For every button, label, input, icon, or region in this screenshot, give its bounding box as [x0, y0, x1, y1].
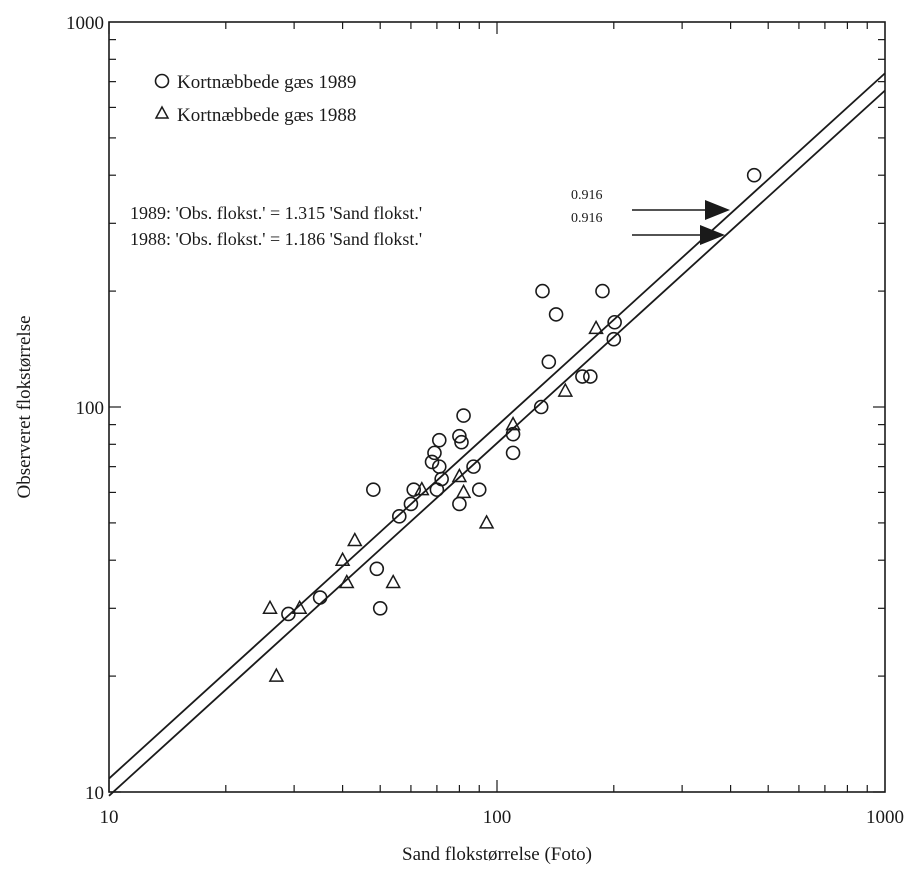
data-point-triangle: [455, 483, 472, 499]
data-point-circle: [548, 307, 564, 322]
data-point-circle: [434, 471, 449, 487]
data-point-circle: [366, 482, 381, 497]
data-point-triangle: [334, 551, 351, 566]
data-point-circle: [575, 369, 590, 384]
x-axis-label: Sand flokstørrelse (Foto): [402, 844, 592, 865]
data-point-circle: [746, 167, 762, 183]
data-point-triangle: [291, 599, 308, 615]
data-point-circle: [595, 283, 610, 299]
arrow-to-1989-line: [632, 200, 730, 220]
legend-circle-marker: [154, 73, 170, 89]
data-point-circle: [583, 369, 598, 384]
data-point-circle: [471, 482, 487, 497]
fit-line-1: [108, 89, 886, 797]
data-point-circle: [452, 428, 467, 444]
data-point-circle: [403, 496, 419, 512]
y-tick-label: 1000: [66, 13, 104, 34]
fit-equation-1988: 1988: 'Obs. flokst.' = 1.186 'Sand floks…: [130, 211, 603, 249]
data-point-circle: [427, 445, 442, 461]
data-point-triangle: [451, 467, 468, 483]
arrow-to-1988-line: [632, 225, 725, 245]
x-tick-label: 10: [100, 807, 119, 828]
data-point-circle: [606, 331, 622, 347]
data-point-circle: [312, 590, 328, 605]
data-point-triangle: [478, 514, 495, 529]
data-point-triangle: [268, 667, 285, 682]
data-point-circle: [452, 496, 467, 512]
data-point-circle: [454, 434, 469, 450]
fit-line-0: [108, 72, 886, 780]
data-point-circle: [456, 408, 471, 423]
data-point-circle: [505, 426, 521, 442]
fit-equation-1989: 1989: 'Obs. flokst.' = 1.315 'Sand floks…: [130, 188, 603, 223]
x-tick-label: 1000: [866, 807, 904, 828]
data-point-circle: [535, 283, 550, 299]
data-point-circle: [406, 482, 422, 497]
data-point-circle: [431, 432, 447, 448]
data-point-circle: [607, 314, 622, 330]
data-point-circle: [391, 509, 407, 524]
data-point-triangle: [557, 382, 574, 397]
x-tick-label: 100: [483, 807, 512, 828]
data-point-circle: [541, 354, 557, 370]
plot-frame: [108, 21, 886, 793]
data-point-circle: [505, 445, 521, 461]
data-points: [262, 167, 762, 682]
data-point-circle: [369, 561, 385, 577]
legend-label-1989: Kortnæbbede gæs 1989: [177, 72, 356, 93]
data-point-triangle: [347, 531, 363, 547]
legend-triangle-marker: [154, 105, 170, 119]
data-point-triangle: [414, 481, 430, 496]
data-point-triangle: [339, 573, 355, 589]
fit-equation-1988-text: 1988: 'Obs. flokst.' = 1.186 'Sand floks…: [130, 229, 422, 249]
y-tick-label: 100: [76, 398, 105, 419]
fit-equation-1989-text: 1989: 'Obs. flokst.' = 1.315 'Sand floks…: [130, 203, 422, 223]
data-point-circle: [466, 459, 481, 474]
data-point-triangle: [385, 573, 401, 589]
fit-equation-1989-exponent: 0.916: [571, 188, 603, 203]
ticks-layer: 10 100 1000 10 100 1000: [66, 13, 904, 828]
data-point-triangle: [588, 319, 604, 335]
legend-label-1988: Kortnæbbede gæs 1988: [177, 105, 356, 126]
y-axis-label: Observeret flokstørrelse: [14, 315, 35, 498]
fit-lines: [108, 72, 886, 797]
legend: Kortnæbbede gæs 1989 Kortnæbbede gæs 198…: [154, 72, 356, 126]
data-point-triangle: [505, 416, 521, 431]
data-point-triangle: [262, 599, 278, 615]
data-point-circle: [424, 454, 440, 470]
data-point-circle: [533, 399, 549, 415]
fit-equation-1988-exponent: 0.916: [571, 211, 603, 226]
y-tick-label: 10: [85, 783, 104, 804]
data-point-circle: [372, 601, 388, 616]
